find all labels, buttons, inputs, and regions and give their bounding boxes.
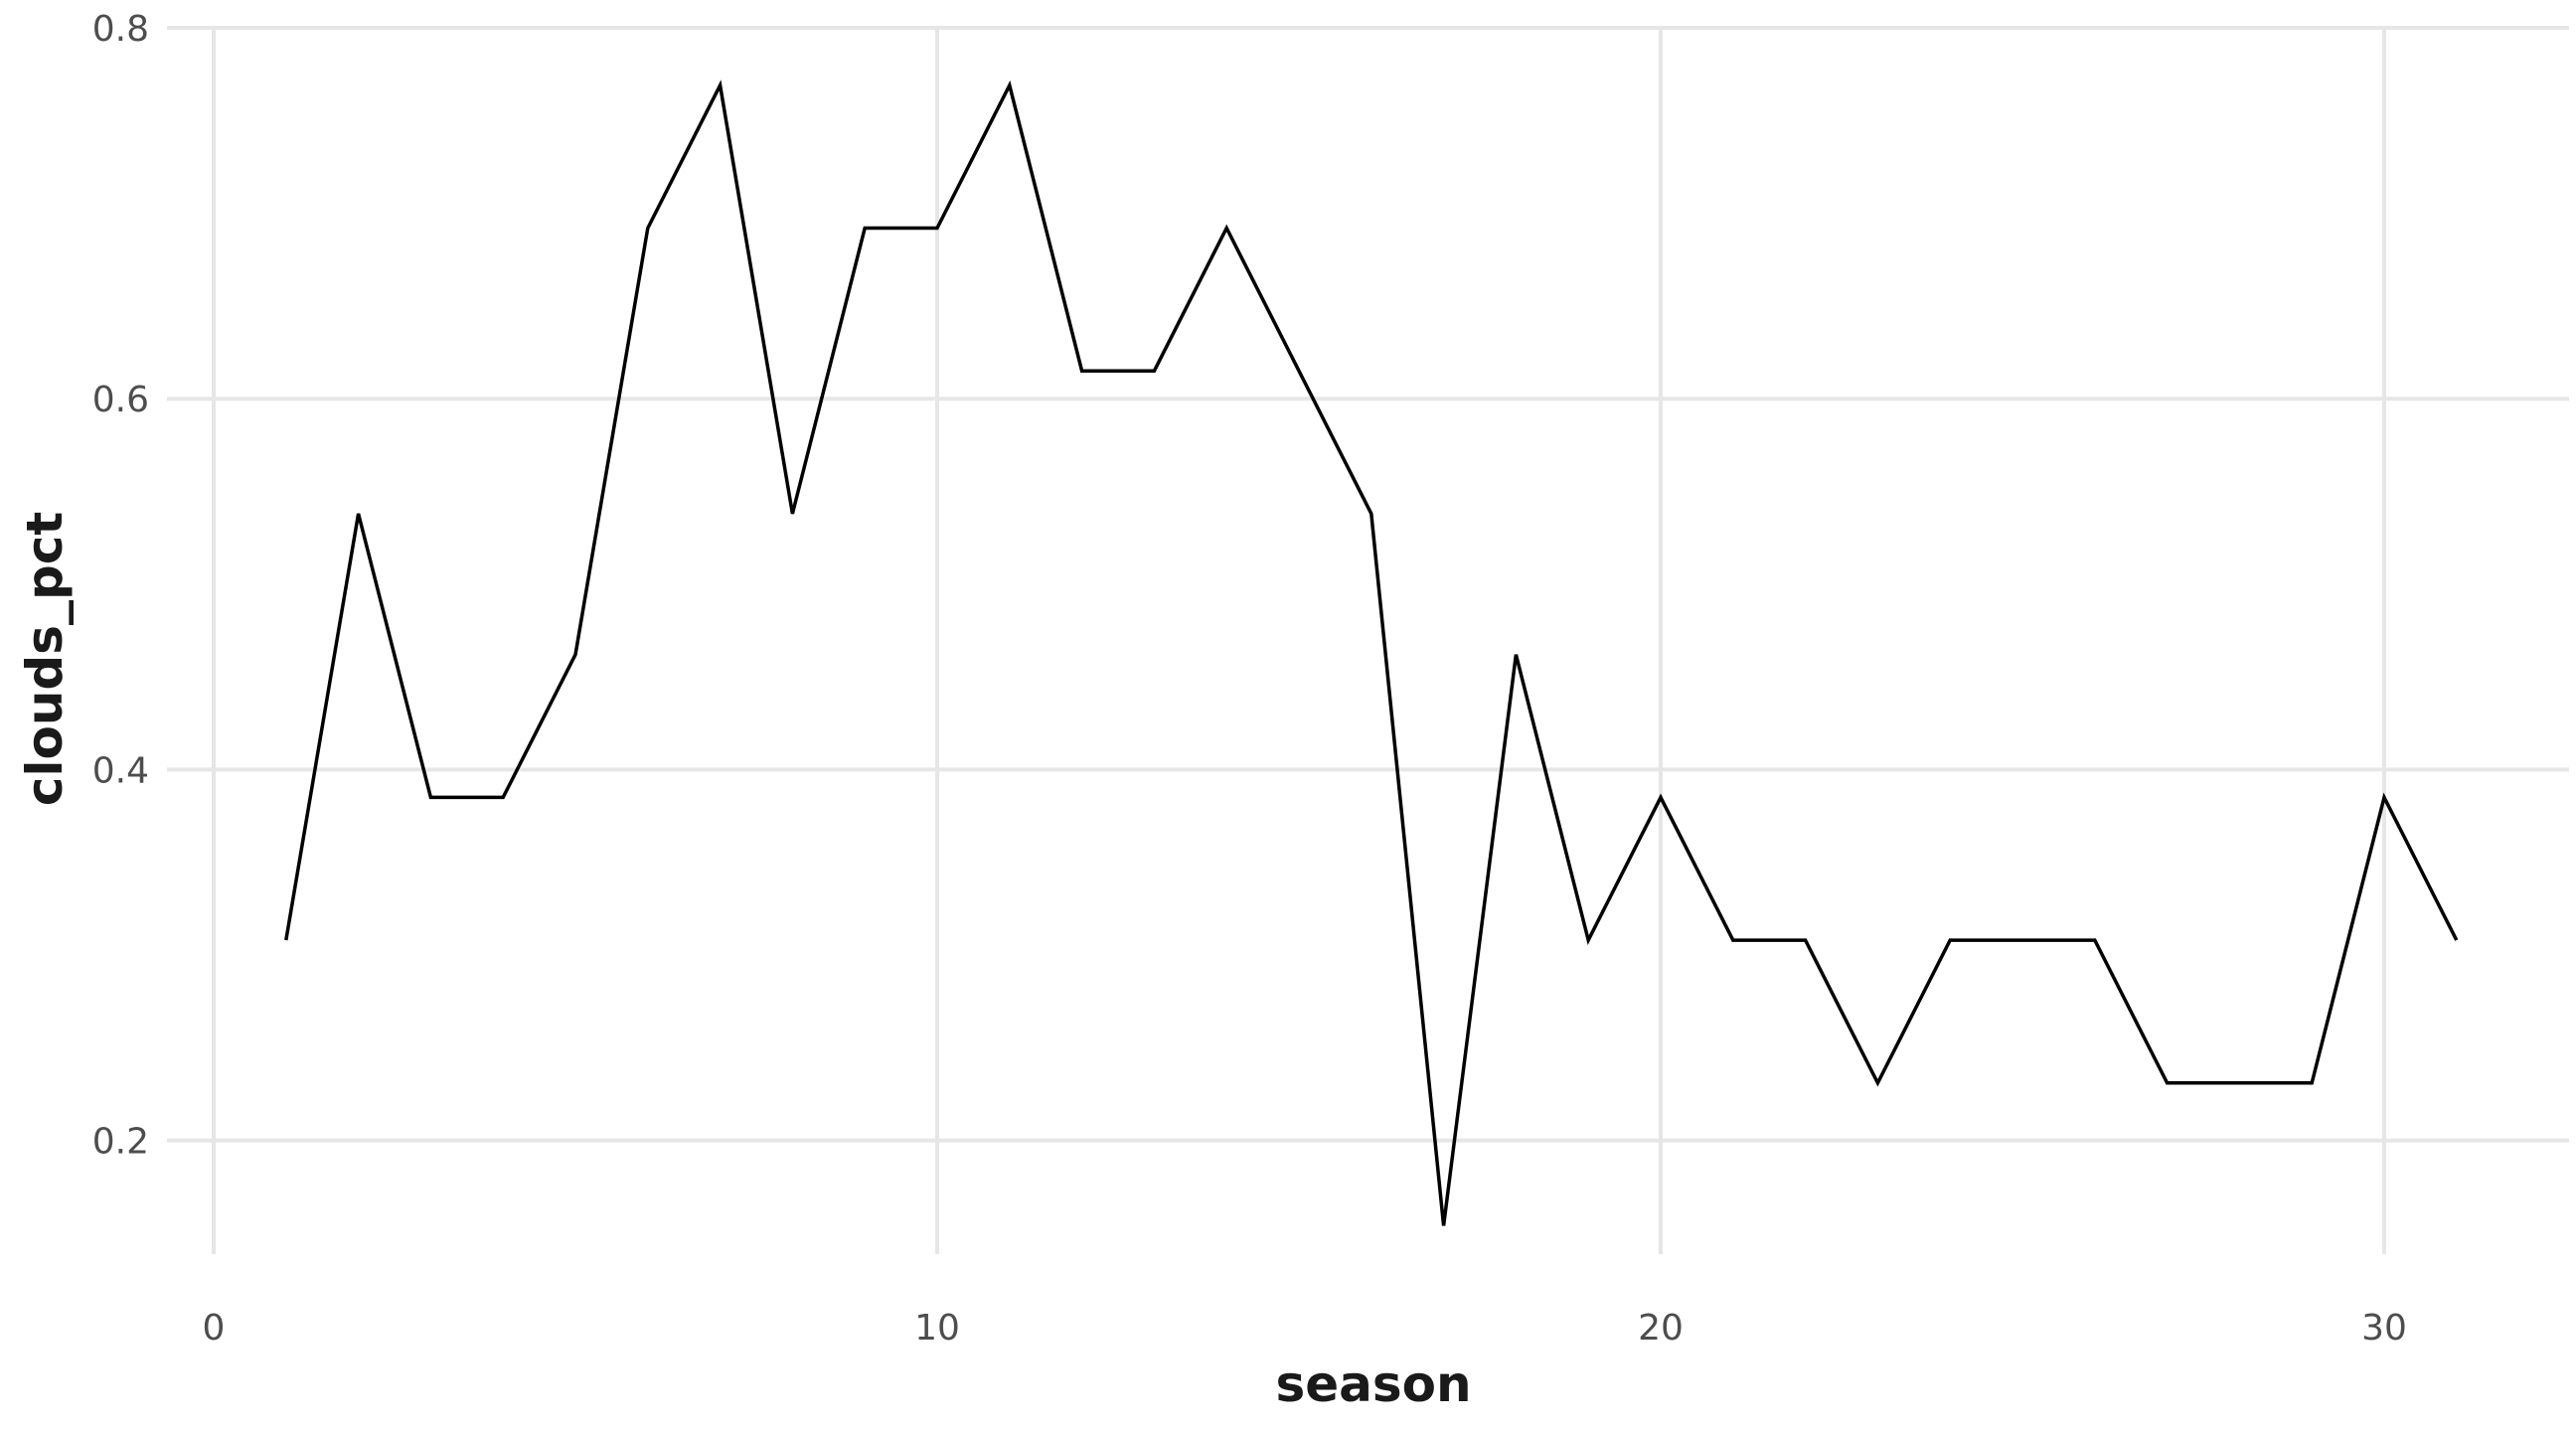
- x-tick-label: 20: [1638, 1308, 1684, 1349]
- y-tick-label: 0.2: [92, 1122, 149, 1163]
- tick-labels: 0.2 0.4 0.6 0.8 0 10 20 30: [92, 9, 2407, 1349]
- y-tick-label: 0.4: [92, 750, 149, 791]
- y-axis-title: clouds_pct: [16, 512, 74, 807]
- x-tick-label: 0: [203, 1308, 226, 1349]
- y-tick-label: 0.8: [92, 9, 149, 50]
- x-tick-label: 10: [914, 1308, 960, 1349]
- x-axis-title: season: [1275, 1355, 1471, 1413]
- series-layer: [284, 80, 2459, 1226]
- series-line: [284, 80, 2459, 1226]
- gridlines: [167, 26, 2569, 1254]
- y-tick-label: 0.6: [92, 380, 149, 420]
- x-tick-label: 30: [2361, 1308, 2407, 1349]
